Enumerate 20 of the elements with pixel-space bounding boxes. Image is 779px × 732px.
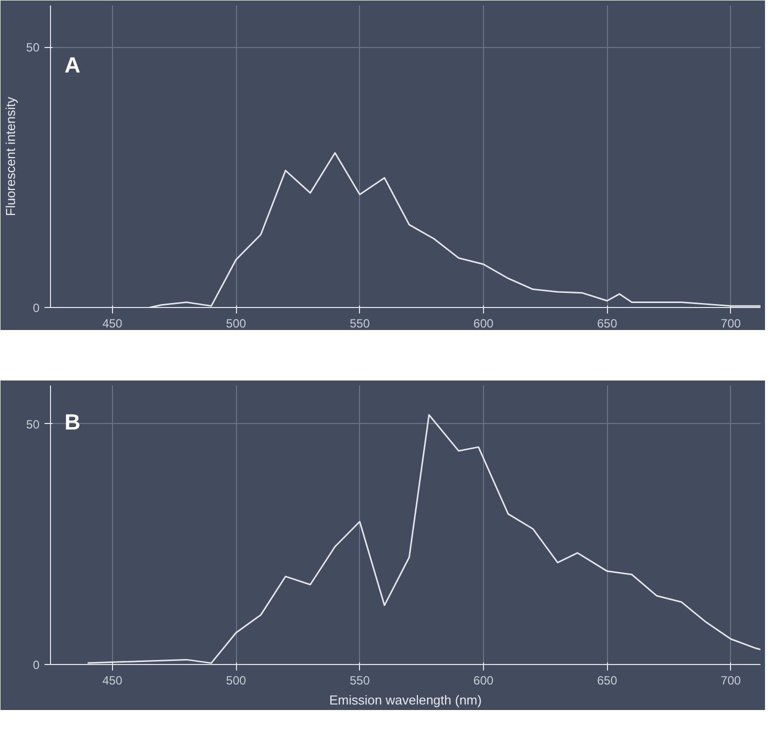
x-tick-label: 500: [226, 674, 246, 688]
x-tick-label: 550: [350, 316, 370, 330]
x-tick-label: 550: [350, 674, 370, 688]
x-tick-label: 450: [102, 674, 123, 688]
annotation: B: [64, 410, 80, 434]
x-tick-label: 450: [102, 316, 123, 330]
x-axis-title: Emission wavelength (nm): [329, 692, 482, 708]
x-tick-label: 650: [597, 674, 618, 688]
y-tick-label: 0: [32, 301, 40, 315]
y-tick-label: 0: [32, 658, 40, 672]
annotation: A: [64, 52, 80, 78]
x-tick-label: 700: [720, 674, 742, 688]
x-tick-label: 650: [597, 316, 618, 330]
y-tick-label: 50: [26, 417, 40, 432]
x-tick-label: 600: [473, 316, 494, 330]
y-tick-label: 50: [26, 40, 40, 55]
x-tick-label: 500: [226, 316, 246, 330]
y-axis-title: Fluorescent intensity: [3, 96, 18, 216]
x-tick-label: 700: [720, 316, 742, 330]
x-tick-label: 600: [473, 674, 494, 688]
